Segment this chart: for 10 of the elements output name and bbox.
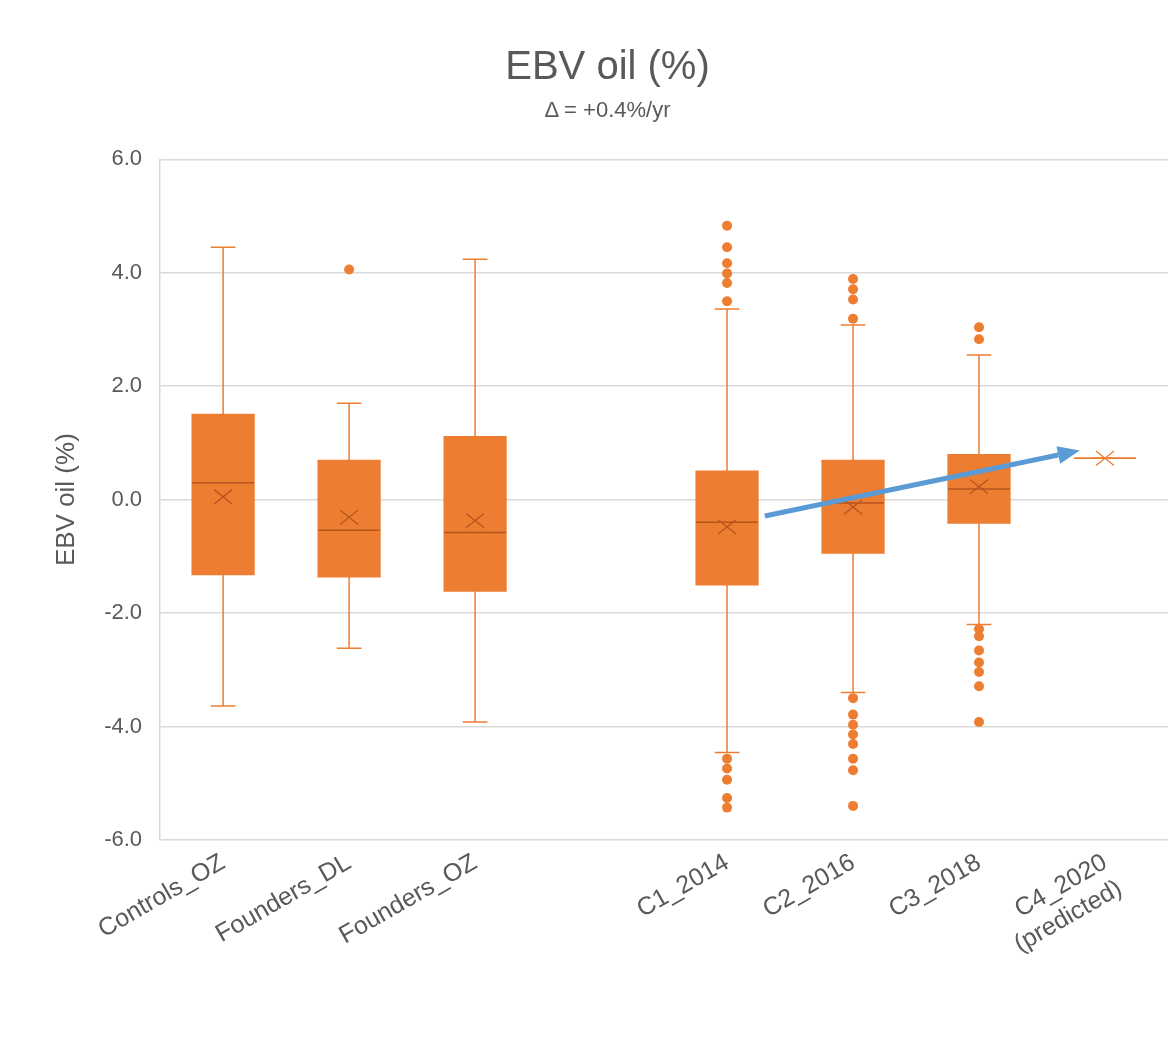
- y-tick-label: 0.0: [111, 485, 143, 511]
- y-tick-label: -4.0: [104, 712, 143, 738]
- y-tick-label: 2.0: [111, 372, 143, 398]
- chart-title: EBV oil (%): [505, 43, 710, 88]
- y-tick-label: 4.0: [111, 258, 143, 284]
- y-tick-label: -2.0: [104, 599, 143, 625]
- chart-subtitle: Δ = +0.4%/yr: [544, 97, 671, 123]
- y-axis-title: EBV oil (%): [49, 433, 80, 567]
- y-tick-label: -6.0: [104, 825, 143, 851]
- y-tick-label: 6.0: [111, 145, 143, 171]
